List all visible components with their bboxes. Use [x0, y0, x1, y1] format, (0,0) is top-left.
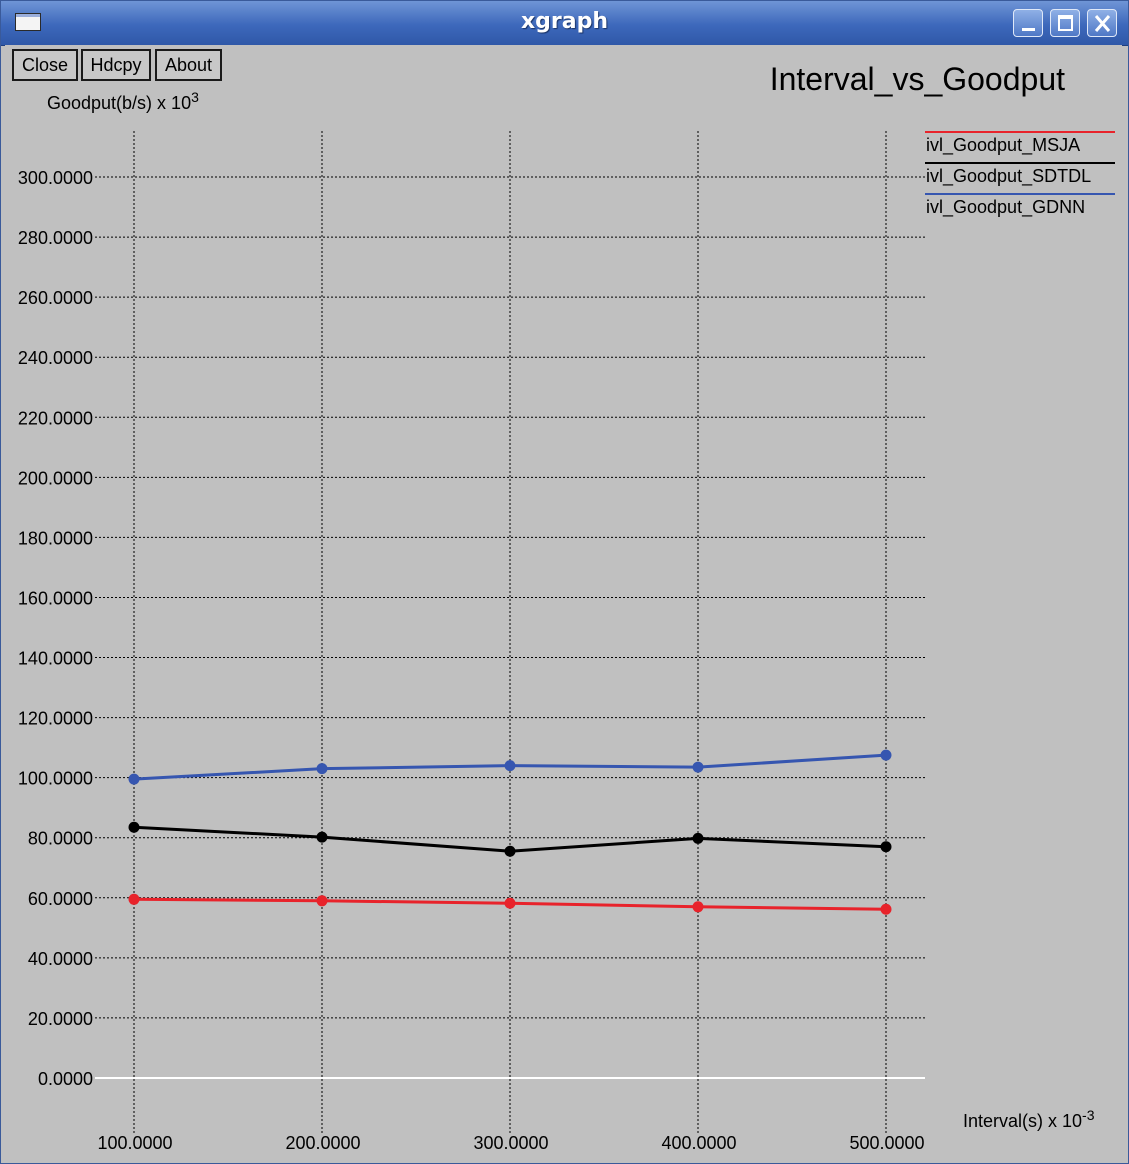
- y-tick-label: 140.0000: [18, 649, 93, 669]
- close-button[interactable]: Close: [12, 49, 78, 81]
- graph-area: Close Hdcpy About Interval_vs_Goodput Go…: [5, 45, 1122, 1157]
- x-axis-label-exponent: -3: [1082, 1107, 1095, 1123]
- x-tick-label: 100.0000: [97, 1133, 172, 1153]
- y-tick-label: 300.0000: [18, 168, 93, 188]
- x-tick-label: 200.0000: [285, 1133, 360, 1153]
- y-tick-label: 280.0000: [18, 228, 93, 248]
- close-icon: [1094, 15, 1111, 32]
- legend-entry: ivl_Goodput_SDTDL: [926, 166, 1091, 187]
- y-tick-label: 20.0000: [28, 1009, 93, 1029]
- x-axis-label: Interval(s) x 10-3: [963, 1107, 1095, 1131]
- data-point: [692, 761, 704, 773]
- y-tick-label: 60.0000: [28, 889, 93, 909]
- y-tick-label: 100.0000: [18, 769, 93, 789]
- x-tick-label: 400.0000: [661, 1133, 736, 1153]
- x-tick-label: 300.0000: [473, 1133, 548, 1153]
- legend-entry: ivl_Goodput_MSJA: [926, 135, 1080, 156]
- line-chart: Interval_vs_Goodput Goodput(b/s) x 103 I…: [18, 61, 1115, 1153]
- y-tick-label: 160.0000: [18, 588, 93, 608]
- data-point: [504, 897, 516, 909]
- y-axis-label: Goodput(b/s) x 103: [47, 89, 199, 113]
- data-point: [316, 763, 328, 775]
- maximize-icon: [1058, 15, 1073, 31]
- y-tick-label: 220.0000: [18, 408, 93, 428]
- hdcpy-button[interactable]: Hdcpy: [81, 49, 151, 81]
- minimize-icon: [1022, 28, 1035, 31]
- chart-title: Interval_vs_Goodput: [770, 61, 1065, 97]
- data-point: [880, 749, 892, 761]
- data-point: [692, 832, 704, 844]
- data-point: [316, 895, 328, 907]
- x-axis-label-text: Interval(s) x 10: [963, 1111, 1082, 1131]
- data-point: [504, 760, 516, 772]
- data-point: [128, 893, 140, 905]
- maximize-button[interactable]: [1050, 9, 1080, 37]
- y-axis-label-text: Goodput(b/s) x 10: [47, 93, 191, 113]
- window-menu-icon[interactable]: [15, 13, 41, 31]
- data-point: [128, 773, 140, 785]
- data-point: [880, 903, 892, 915]
- data-point: [316, 831, 328, 843]
- close-window-button[interactable]: [1087, 9, 1117, 37]
- data-point: [692, 901, 704, 913]
- y-tick-label: 80.0000: [28, 829, 93, 849]
- x-tick-label: 500.0000: [849, 1133, 924, 1153]
- data-point: [880, 841, 892, 853]
- data-point: [504, 845, 516, 857]
- y-tick-label: 40.0000: [28, 949, 93, 969]
- y-tick-label: 240.0000: [18, 348, 93, 368]
- y-tick-label: 0.0000: [38, 1069, 93, 1089]
- legend-entry: ivl_Goodput_GDNN: [926, 197, 1085, 218]
- y-tick-label: 200.0000: [18, 468, 93, 488]
- y-axis-label-exponent: 3: [191, 89, 199, 105]
- data-point: [128, 821, 140, 833]
- y-tick-label: 260.0000: [18, 288, 93, 308]
- minimize-button[interactable]: [1013, 9, 1043, 37]
- y-tick-label: 180.0000: [18, 528, 93, 548]
- title-bar[interactable]: xgraph: [1, 1, 1128, 46]
- y-tick-label: 120.0000: [18, 709, 93, 729]
- about-button[interactable]: About: [155, 49, 222, 81]
- window-title: xgraph: [520, 9, 609, 34]
